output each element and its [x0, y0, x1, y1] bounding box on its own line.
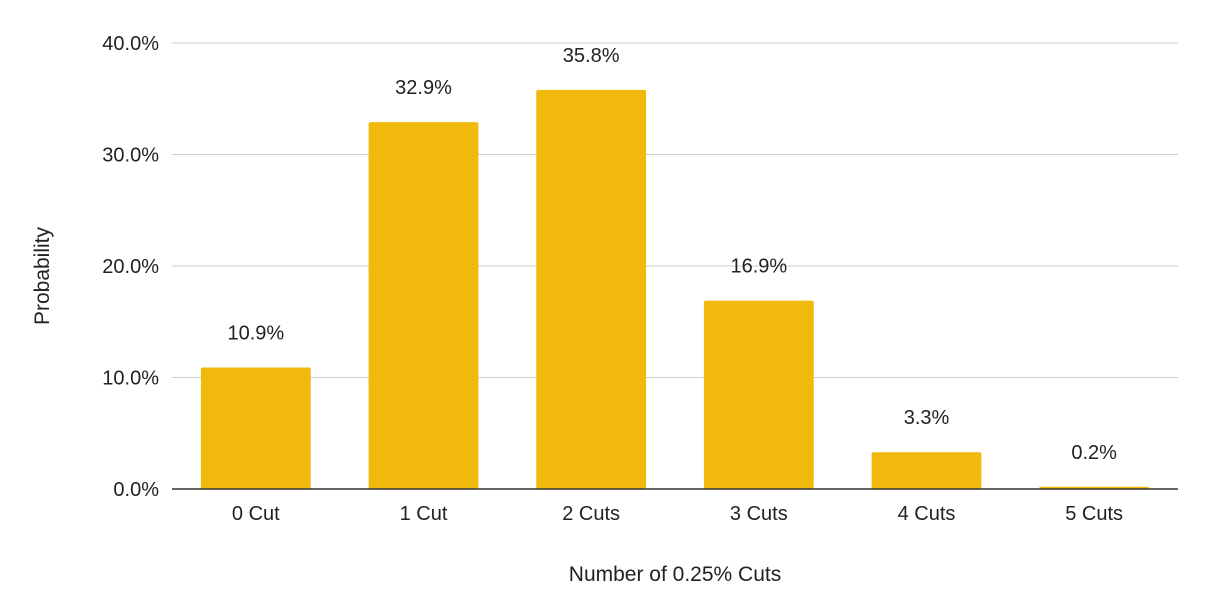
bar-2: [536, 89, 647, 489]
data-label-0: 10.9%: [227, 322, 284, 344]
y-tick-label: 30.0%: [102, 145, 159, 167]
data-label-1: 32.9%: [395, 77, 452, 99]
x-tick-label-5: 5 Cuts: [1065, 503, 1123, 525]
gridlines: [172, 42, 1178, 378]
bar-1: [368, 122, 479, 489]
x-axis-ticks: 0 Cut 1 Cut 2 Cuts 3 Cuts 4 Cuts 5 Cuts: [232, 503, 1123, 525]
data-label-4: 3.3%: [904, 407, 950, 429]
x-tick-label-1: 1 Cut: [400, 503, 448, 525]
bar-3: [703, 300, 814, 489]
data-label-5: 0.2%: [1071, 442, 1117, 464]
y-tick-label: 10.0%: [102, 368, 159, 390]
y-axis-ticks: 0.0% 10.0% 20.0% 30.0% 40.0%: [102, 33, 159, 501]
x-tick-label-4: 4 Cuts: [898, 503, 956, 525]
y-tick-label: 0.0%: [113, 479, 159, 501]
y-tick-label: 40.0%: [102, 33, 159, 55]
x-tick-label-2: 2 Cuts: [562, 503, 620, 525]
bar-4: [871, 452, 982, 489]
y-tick-label: 20.0%: [102, 256, 159, 278]
bars: [200, 89, 1150, 489]
y-axis-title: Probability: [31, 226, 54, 325]
data-label-3: 16.9%: [730, 256, 787, 278]
x-tick-label-3: 3 Cuts: [730, 503, 788, 525]
data-label-2: 35.8%: [563, 45, 620, 67]
data-labels: 10.9% 32.9% 35.8% 16.9% 3.3% 0.2%: [227, 45, 1117, 464]
x-tick-label-0: 0 Cut: [232, 503, 280, 525]
x-axis-title: Number of 0.25% Cuts: [569, 563, 781, 586]
bar-0: [200, 367, 311, 489]
